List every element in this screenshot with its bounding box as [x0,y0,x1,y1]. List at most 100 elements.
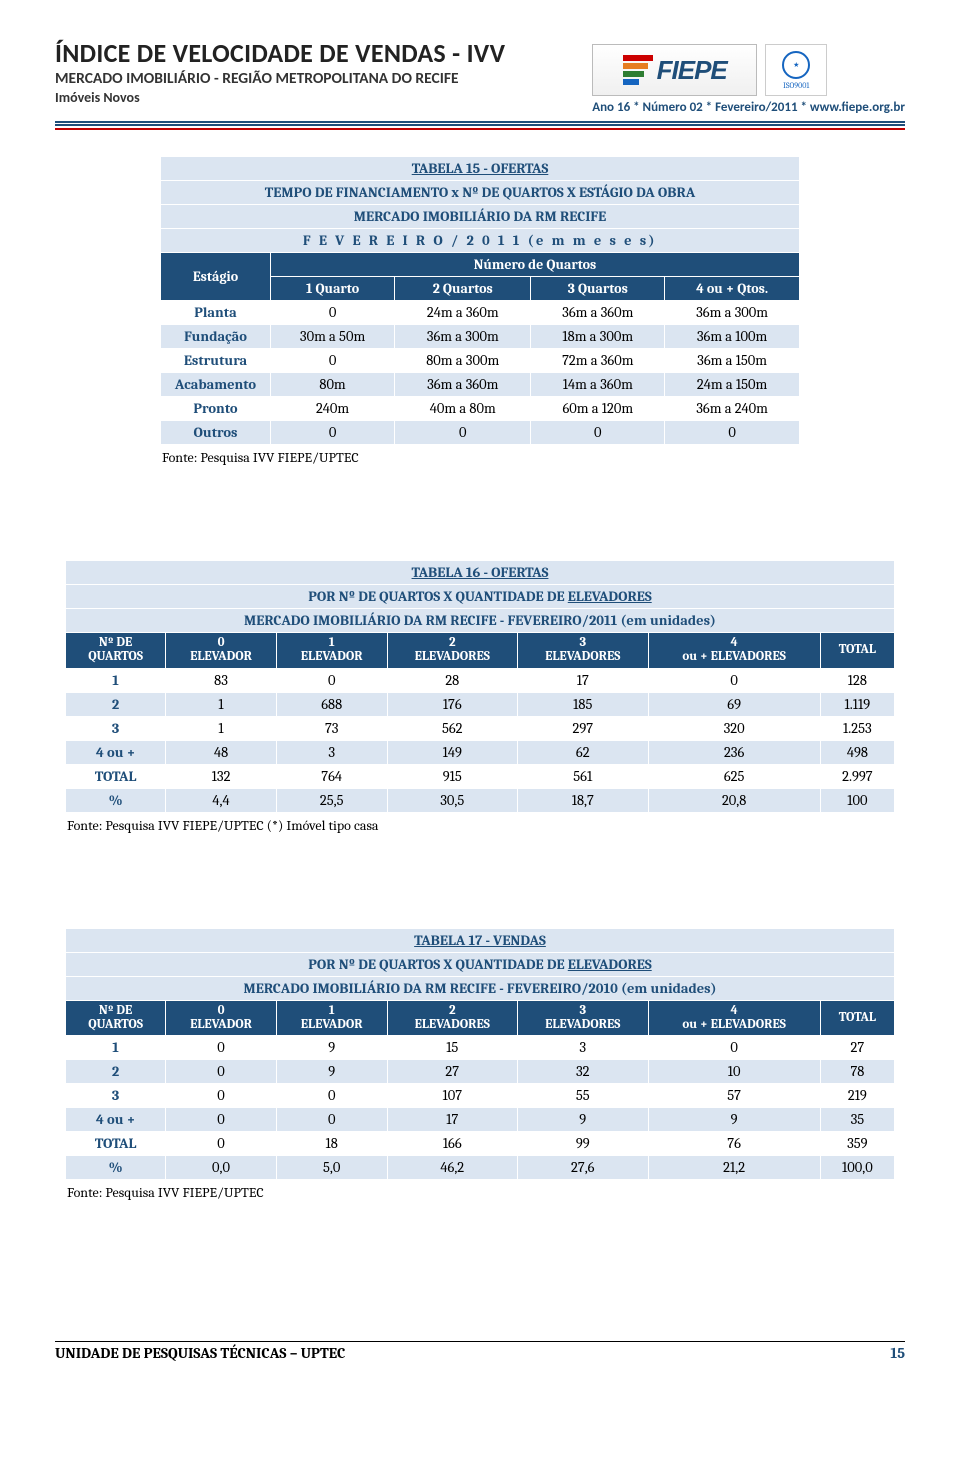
table-17: TABELA 17 - VENDAS POR Nº DE QUARTOS X Q… [65,928,895,1202]
cell: 132 [166,764,277,788]
t15-col-0: 1 Quarto [271,277,395,301]
cell: 2 [66,692,166,716]
cell: 1.253 [820,716,894,740]
cell: 0 [166,1060,277,1084]
cell: 0 [276,668,387,692]
cell: 36m a 100m [665,325,800,349]
table-row: 20927321078 [66,1060,895,1084]
col-header: Nº DEQUARTOS [66,1000,166,1036]
iso-logo: ★ ISO9001 [765,44,827,96]
fiepe-logo: FIEPE [592,44,757,96]
cell: 1 [166,716,277,740]
t15-title-2: TEMPO DE FINANCIAMENTO x Nº DE QUARTOS X… [161,181,800,205]
t15-title-4: F E V E R E I R O / 2 0 1 1 (e m m e s e… [161,229,800,253]
cell: 0 [271,301,395,325]
cell: 27 [820,1036,894,1060]
cell: TOTAL [66,1132,166,1156]
table-row: 109153027 [66,1036,895,1060]
col-header: 3ELEVADORES [518,633,649,669]
cell: 9 [518,1108,649,1132]
cell: 176 [387,692,518,716]
cell: 0 [271,349,395,373]
cell: 1.119 [820,692,894,716]
col-header: 1ELEVADOR [276,1000,387,1036]
cell: 20,8 [648,788,820,812]
cell: 0 [276,1108,387,1132]
cell: 99 [518,1132,649,1156]
cell: 0 [395,421,531,445]
cell: 0 [648,668,820,692]
col-header: 1ELEVADOR [276,633,387,669]
cell: 17 [387,1108,518,1132]
footer-left: UNIDADE DE PESQUISAS TÉCNICAS – UPTEC [55,1344,345,1362]
cell: 35 [820,1108,894,1132]
cell: 32 [518,1060,649,1084]
col-header: TOTAL [820,633,894,669]
cell: 0 [166,1084,277,1108]
cell: 166 [387,1132,518,1156]
cell: % [66,788,166,812]
cell: 915 [387,764,518,788]
cell: 24m a 150m [665,373,800,397]
cell: 3 [518,1036,649,1060]
cell: 57 [648,1084,820,1108]
cell: 60m a 120m [531,397,665,421]
t15-col-1: 2 Quartos [395,277,531,301]
cell: 9 [276,1060,387,1084]
table-row: TOTAL0181669976359 [66,1132,895,1156]
row-label: Planta [161,301,271,325]
doc-subtitle-1: MERCADO IMOBILIÁRIO - REGIÃO METROPOLITA… [55,69,592,88]
cell: 0 [665,421,800,445]
cell: 561 [518,764,649,788]
cell: 240m [271,397,395,421]
table-row: Estrutura080m a 300m72m a 360m36m a 150m [161,349,800,373]
cell: 46,2 [387,1156,518,1180]
cell: 9 [648,1108,820,1132]
cell: 688 [276,692,387,716]
col-header: 4ou + ELEVADORES [648,1000,820,1036]
table-row: 4 ou +00179935 [66,1108,895,1132]
cell: 80m a 300m [395,349,531,373]
cell: 2 [66,1060,166,1084]
cell: 2.997 [820,764,894,788]
cell: 236 [648,740,820,764]
cell: 107 [387,1084,518,1108]
page-number: 15 [890,1344,905,1362]
cell: 15 [387,1036,518,1060]
t16-source: Fonte: Pesquisa IVV FIEPE/UPTEC (*) Imóv… [67,817,895,834]
cell: 0 [271,421,395,445]
cell: 72m a 360m [531,349,665,373]
cell: 30,5 [387,788,518,812]
cell: 9 [276,1036,387,1060]
cell: 78 [820,1060,894,1084]
cell: 69 [648,692,820,716]
cell: 21,2 [648,1156,820,1180]
cell: 0,0 [166,1156,277,1180]
cell: 27 [387,1060,518,1084]
cell: 498 [820,740,894,764]
cell: 28 [387,668,518,692]
t17-source: Fonte: Pesquisa IVV FIEPE/UPTEC [67,1184,895,1201]
t16-title-2: POR Nº DE QUARTOS X QUANTIDADE DE ELEVAD… [66,585,895,609]
table-row: 183028170128 [66,668,895,692]
table-row: Outros0000 [161,421,800,445]
cell: 80m [271,373,395,397]
t16-title-1: TABELA 16 - OFERTAS [66,561,895,585]
cell: 36m a 240m [665,397,800,421]
cell: 1 [66,668,166,692]
cell: 100,0 [820,1156,894,1180]
cell: 625 [648,764,820,788]
cell: 4 ou + [66,1108,166,1132]
t15-col-side: Estágio [161,253,271,301]
t17-title-1: TABELA 17 - VENDAS [66,928,895,952]
cell: 128 [820,668,894,692]
cell: 83 [166,668,277,692]
cell: 55 [518,1084,649,1108]
cell: 17 [518,668,649,692]
cell: 562 [387,716,518,740]
t16-title-3: MERCADO IMOBILIÁRIO DA RM RECIFE - FEVER… [66,609,895,633]
table-row: Fundação30m a 50m36m a 300m18m a 300m36m… [161,325,800,349]
col-header: 2ELEVADORES [387,633,518,669]
t15-title-3: MERCADO IMOBILIÁRIO DA RM RECIFE [161,205,800,229]
col-header: 0ELEVADOR [166,1000,277,1036]
